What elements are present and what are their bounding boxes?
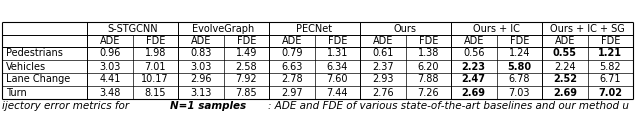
Text: 7.03: 7.03 <box>509 88 530 97</box>
Text: 3.03: 3.03 <box>99 62 120 71</box>
Text: 5.82: 5.82 <box>600 62 621 71</box>
Text: 4.41: 4.41 <box>99 75 120 84</box>
Text: Ours + IC: Ours + IC <box>473 24 520 33</box>
Text: 2.58: 2.58 <box>236 62 257 71</box>
Text: Pedestrians: Pedestrians <box>6 49 63 58</box>
Text: ADE: ADE <box>282 36 302 46</box>
Text: FDE: FDE <box>145 36 165 46</box>
Text: 7.01: 7.01 <box>145 62 166 71</box>
Text: 2.93: 2.93 <box>372 75 394 84</box>
Text: 2.69: 2.69 <box>553 88 577 97</box>
Text: 2.97: 2.97 <box>281 88 303 97</box>
Text: Vehicles: Vehicles <box>6 62 46 71</box>
Text: 1.98: 1.98 <box>145 49 166 58</box>
Text: 5.80: 5.80 <box>507 62 531 71</box>
Text: 2.24: 2.24 <box>554 62 575 71</box>
Text: ADE: ADE <box>100 36 120 46</box>
Text: 2.52: 2.52 <box>553 75 577 84</box>
Text: PECNet: PECNet <box>296 24 333 33</box>
Text: 3.13: 3.13 <box>190 88 211 97</box>
Text: 6.71: 6.71 <box>600 75 621 84</box>
Text: 2.37: 2.37 <box>372 62 394 71</box>
Text: FDE: FDE <box>600 36 620 46</box>
Text: : ADE and FDE of various state-of-the-art baselines and our method u: : ADE and FDE of various state-of-the-ar… <box>268 101 630 111</box>
Text: ADE: ADE <box>555 36 575 46</box>
Text: 7.92: 7.92 <box>236 75 257 84</box>
Text: 1.31: 1.31 <box>326 49 348 58</box>
Text: 0.56: 0.56 <box>463 49 484 58</box>
Text: FDE: FDE <box>419 36 438 46</box>
Text: 7.44: 7.44 <box>326 88 348 97</box>
Text: 6.63: 6.63 <box>281 62 303 71</box>
Text: 2.23: 2.23 <box>461 62 486 71</box>
Text: 1.49: 1.49 <box>236 49 257 58</box>
Text: EvolveGraph: EvolveGraph <box>193 24 255 33</box>
Text: Ours + IC + SG: Ours + IC + SG <box>550 24 625 33</box>
Text: 2.78: 2.78 <box>281 75 303 84</box>
Text: FDE: FDE <box>237 36 256 46</box>
Text: N=1 samples: N=1 samples <box>170 101 246 111</box>
Text: 0.61: 0.61 <box>372 49 394 58</box>
Text: 8.15: 8.15 <box>145 88 166 97</box>
Text: 2.47: 2.47 <box>461 75 486 84</box>
Text: Ours: Ours <box>394 24 417 33</box>
Text: 2.69: 2.69 <box>461 88 486 97</box>
Text: ADE: ADE <box>191 36 211 46</box>
Text: 7.88: 7.88 <box>417 75 439 84</box>
Text: 6.20: 6.20 <box>417 62 439 71</box>
Text: 6.78: 6.78 <box>509 75 530 84</box>
Text: 1.21: 1.21 <box>598 49 622 58</box>
Text: 2.76: 2.76 <box>372 88 394 97</box>
Text: 3.48: 3.48 <box>99 88 120 97</box>
Text: FDE: FDE <box>328 36 347 46</box>
Text: 10.17: 10.17 <box>141 75 169 84</box>
Text: Turn: Turn <box>6 88 27 97</box>
Text: 2.96: 2.96 <box>190 75 211 84</box>
Text: S-STGCNN: S-STGCNN <box>107 24 158 33</box>
Text: 7.02: 7.02 <box>598 88 622 97</box>
Text: 6.34: 6.34 <box>326 62 348 71</box>
Text: 0.79: 0.79 <box>281 49 303 58</box>
Text: ADE: ADE <box>463 36 484 46</box>
Text: 7.85: 7.85 <box>236 88 257 97</box>
Text: 0.55: 0.55 <box>553 49 577 58</box>
Text: 1.38: 1.38 <box>417 49 439 58</box>
Text: 7.60: 7.60 <box>326 75 348 84</box>
Text: ADE: ADE <box>372 36 393 46</box>
Text: 0.96: 0.96 <box>99 49 120 58</box>
Text: FDE: FDE <box>509 36 529 46</box>
Text: 0.83: 0.83 <box>190 49 211 58</box>
Text: ijectory error metrics for: ijectory error metrics for <box>2 101 132 111</box>
Text: 3.03: 3.03 <box>190 62 211 71</box>
Text: Lane Change: Lane Change <box>6 75 70 84</box>
Text: 1.24: 1.24 <box>509 49 530 58</box>
Text: 7.26: 7.26 <box>417 88 439 97</box>
